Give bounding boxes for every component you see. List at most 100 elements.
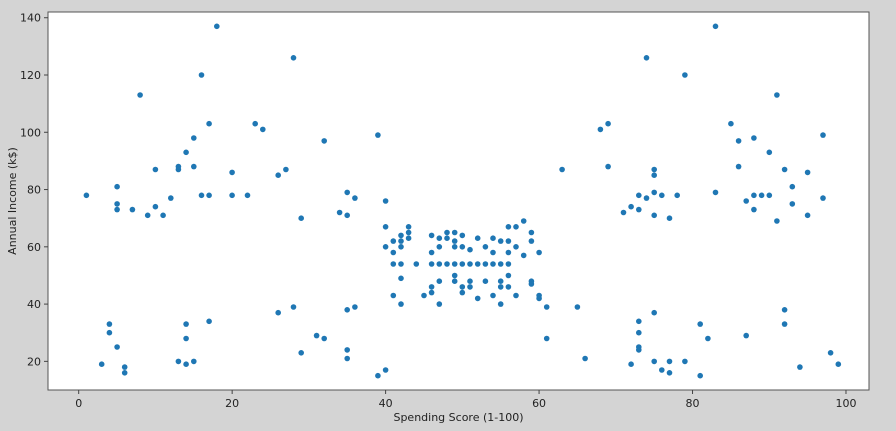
- data-point: [528, 238, 535, 244]
- data-point: [398, 232, 404, 239]
- data-point: [582, 355, 588, 362]
- data-point: [490, 235, 496, 241]
- data-point: [643, 55, 650, 61]
- data-point: [751, 192, 757, 199]
- data-point: [559, 166, 565, 173]
- data-point: [743, 332, 749, 339]
- data-point: [283, 166, 289, 173]
- y-tick-label: 120: [20, 69, 41, 82]
- data-point: [398, 275, 404, 282]
- data-point: [275, 309, 282, 316]
- data-point: [835, 361, 842, 368]
- data-point: [505, 238, 512, 244]
- data-point: [183, 361, 189, 368]
- data-point: [298, 215, 305, 221]
- x-tick-label: 100: [835, 397, 856, 410]
- data-point: [497, 278, 504, 285]
- data-point: [260, 126, 266, 133]
- data-point: [705, 335, 711, 342]
- y-tick-label: 40: [27, 298, 41, 311]
- data-point: [121, 370, 128, 376]
- data-point: [382, 367, 389, 373]
- data-point: [405, 224, 412, 230]
- data-point: [497, 284, 504, 290]
- data-point: [436, 235, 443, 241]
- data-point: [674, 192, 680, 199]
- data-point: [390, 261, 397, 267]
- data-point: [482, 261, 489, 267]
- data-point: [628, 361, 634, 368]
- data-point: [651, 309, 657, 316]
- data-point: [290, 304, 297, 310]
- data-point: [451, 244, 458, 250]
- data-point: [229, 169, 235, 176]
- data-point: [505, 249, 512, 256]
- data-point: [766, 149, 773, 156]
- data-point: [175, 163, 182, 170]
- data-point: [505, 261, 512, 267]
- data-point: [651, 166, 657, 173]
- data-point: [428, 289, 435, 296]
- data-point: [528, 229, 535, 236]
- data-point: [382, 224, 389, 230]
- x-tick-label: 40: [379, 397, 393, 410]
- data-point: [505, 272, 512, 279]
- data-point: [735, 163, 742, 170]
- data-point: [520, 218, 527, 224]
- data-point: [659, 192, 665, 199]
- data-point: [198, 72, 205, 78]
- data-point: [114, 344, 120, 350]
- data-point: [114, 206, 120, 213]
- data-point: [636, 318, 642, 325]
- data-point: [191, 135, 197, 141]
- data-point: [774, 92, 780, 98]
- data-point: [405, 229, 412, 236]
- data-point: [682, 358, 688, 365]
- data-point: [751, 206, 757, 213]
- data-point: [712, 189, 719, 196]
- data-point: [536, 295, 542, 302]
- data-point: [712, 23, 719, 30]
- data-point: [467, 246, 473, 253]
- data-point: [659, 367, 665, 373]
- data-point: [114, 201, 120, 207]
- data-point: [444, 235, 450, 241]
- data-point: [605, 163, 611, 170]
- x-axis-ticks: 0 20 40 60 80 100: [75, 390, 856, 410]
- data-point: [436, 278, 443, 285]
- data-point: [482, 244, 489, 250]
- data-point: [766, 192, 773, 199]
- data-point: [697, 321, 703, 327]
- data-point: [428, 232, 435, 239]
- data-point: [436, 244, 443, 250]
- data-point: [436, 261, 443, 267]
- data-point: [129, 206, 136, 213]
- data-point: [398, 238, 404, 244]
- data-point: [682, 72, 688, 78]
- data-point: [636, 206, 642, 213]
- data-point: [152, 166, 159, 173]
- data-point: [83, 192, 90, 199]
- y-tick-label: 20: [27, 355, 41, 368]
- data-point: [543, 304, 550, 310]
- data-point: [421, 292, 427, 299]
- data-point: [290, 55, 297, 61]
- data-point: [191, 163, 197, 170]
- data-point: [106, 329, 113, 336]
- data-point: [121, 364, 128, 370]
- data-point: [620, 209, 627, 216]
- data-point: [520, 252, 527, 259]
- x-axis-label: Spending Score (1-100): [393, 411, 523, 424]
- data-point: [459, 244, 466, 250]
- data-point: [459, 232, 466, 239]
- data-point: [474, 261, 481, 267]
- y-tick-label: 60: [27, 241, 41, 254]
- data-point: [651, 172, 657, 178]
- y-axis-ticks: 20 40 60 80 100 120 140: [20, 12, 48, 368]
- data-point: [789, 201, 796, 207]
- data-point: [390, 238, 397, 244]
- data-point: [413, 261, 420, 267]
- data-point: [797, 364, 803, 370]
- data-point: [183, 335, 189, 342]
- data-point: [352, 195, 358, 201]
